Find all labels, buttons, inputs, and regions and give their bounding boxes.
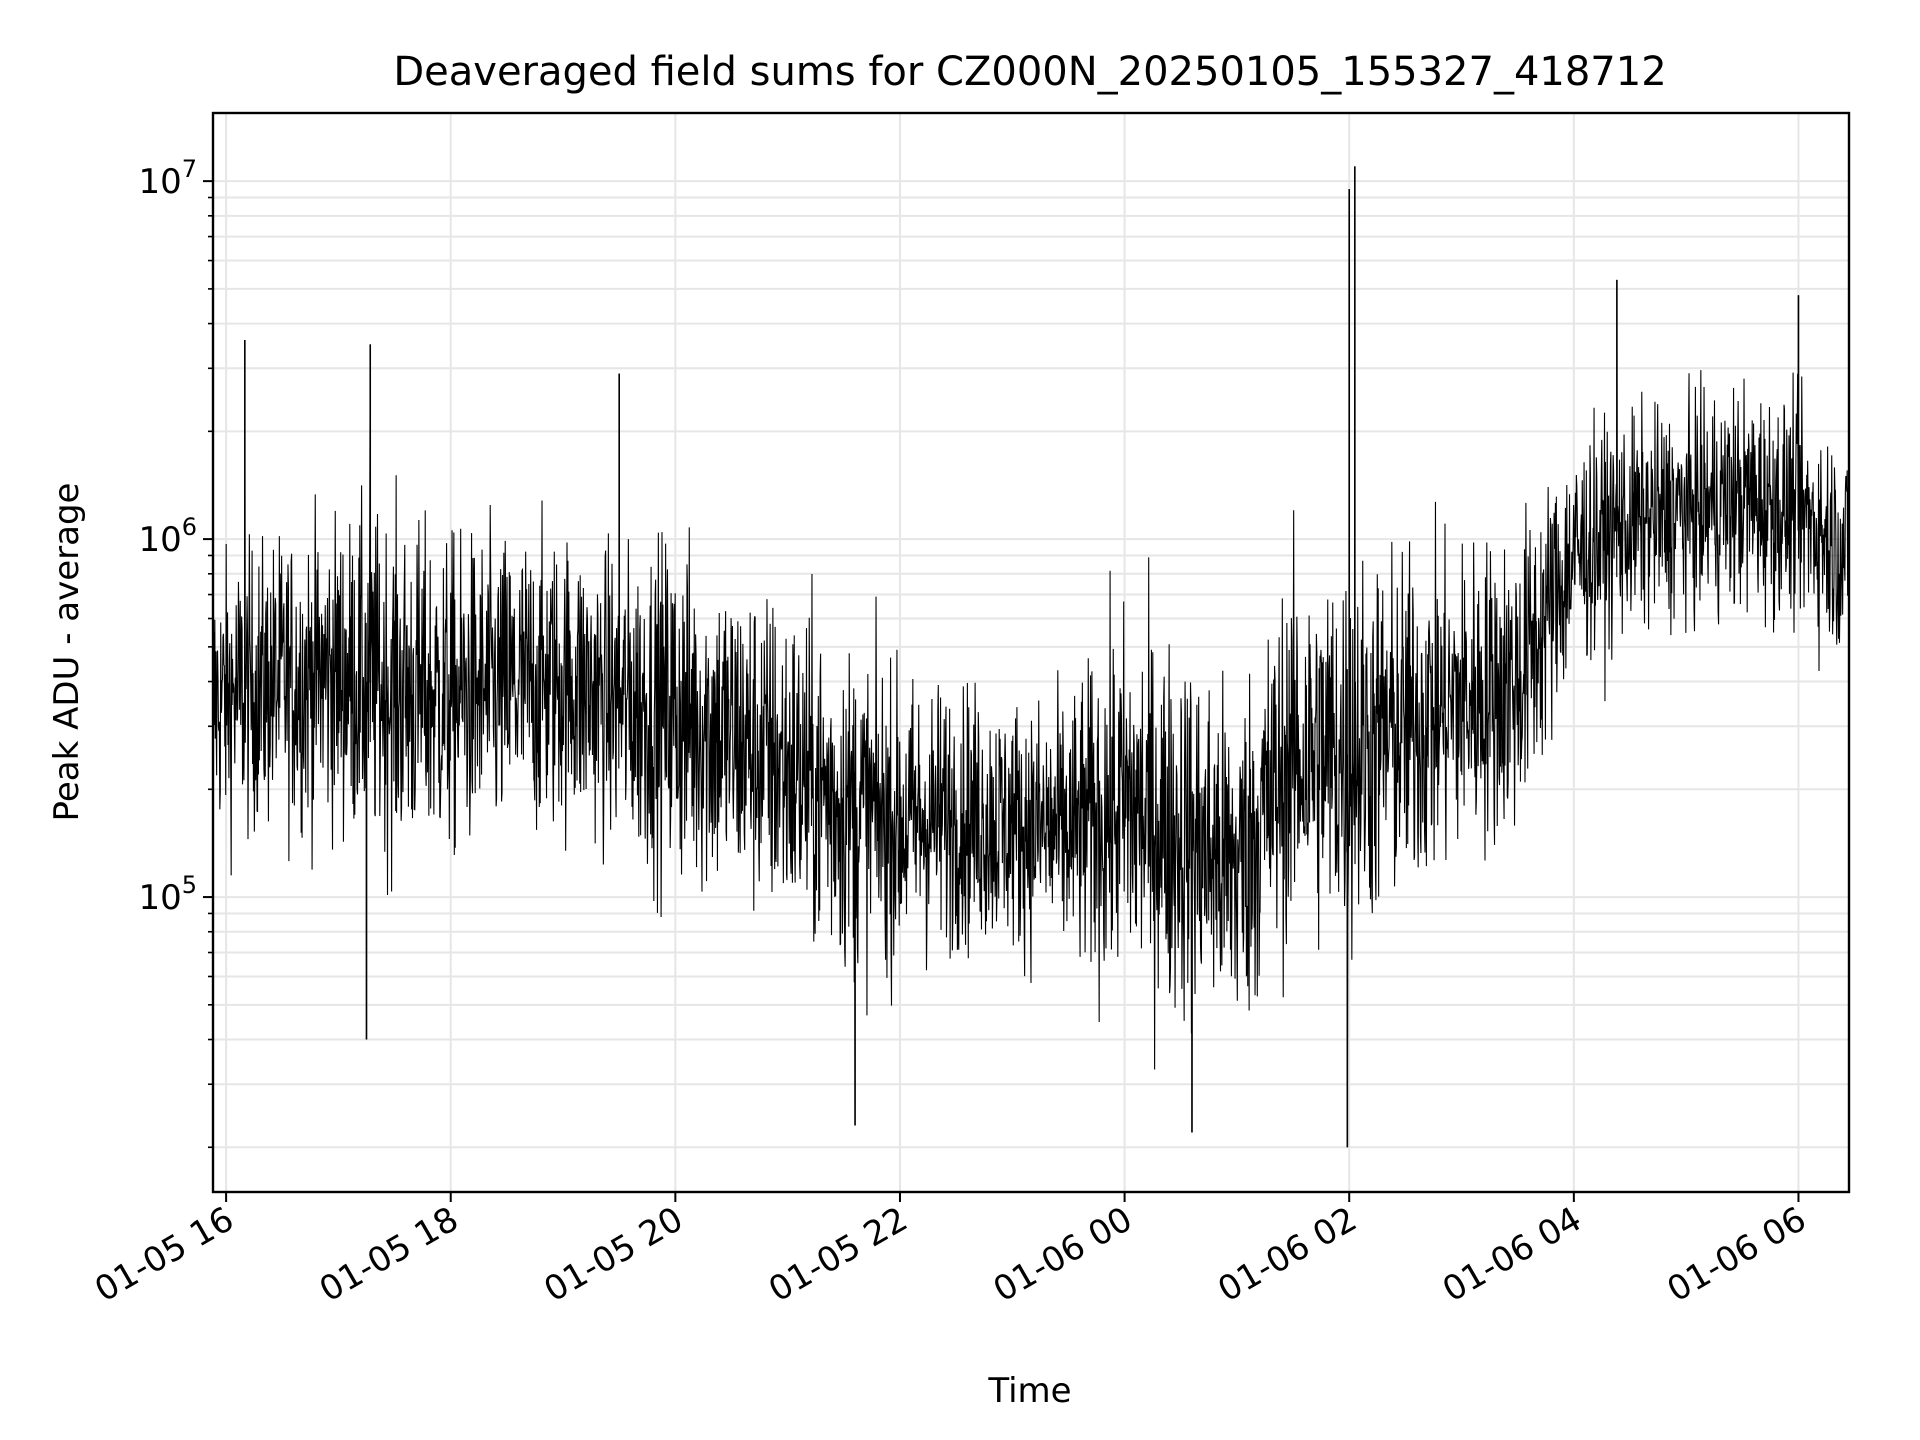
x-tick-label: 01-06 04 (1436, 1199, 1588, 1310)
x-axis: 01-05 16 01-05 18 01-05 20 01-05 22 01-06 00… (88, 1192, 1813, 1310)
x-tick-label: 01-05 20 (537, 1199, 689, 1310)
x-axis-label: Time (987, 1371, 1071, 1411)
plot-area-frame (211, 111, 1851, 1194)
y-tick-label: 105 (138, 871, 197, 918)
y-tick-label: 106 (138, 513, 197, 560)
x-tick-label: 01-05 22 (762, 1199, 914, 1310)
x-tick-label: 01-06 06 (1661, 1199, 1813, 1310)
grid-lines (213, 113, 1849, 1192)
data-series (212, 166, 1850, 1148)
y-axis: 105 106 107 (138, 155, 213, 1149)
x-tick-label: 01-05 16 (88, 1199, 240, 1310)
chart-title: Deaveraged field sums for CZ000N_2025010… (393, 49, 1666, 95)
y-axis-label: Peak ADU - average (47, 483, 87, 822)
x-tick-label: 01-05 18 (313, 1199, 465, 1310)
x-tick-label: 01-06 02 (1211, 1199, 1363, 1310)
x-tick-label: 01-06 00 (987, 1199, 1139, 1310)
series-line (212, 166, 1850, 1148)
y-tick-label: 107 (138, 155, 197, 202)
